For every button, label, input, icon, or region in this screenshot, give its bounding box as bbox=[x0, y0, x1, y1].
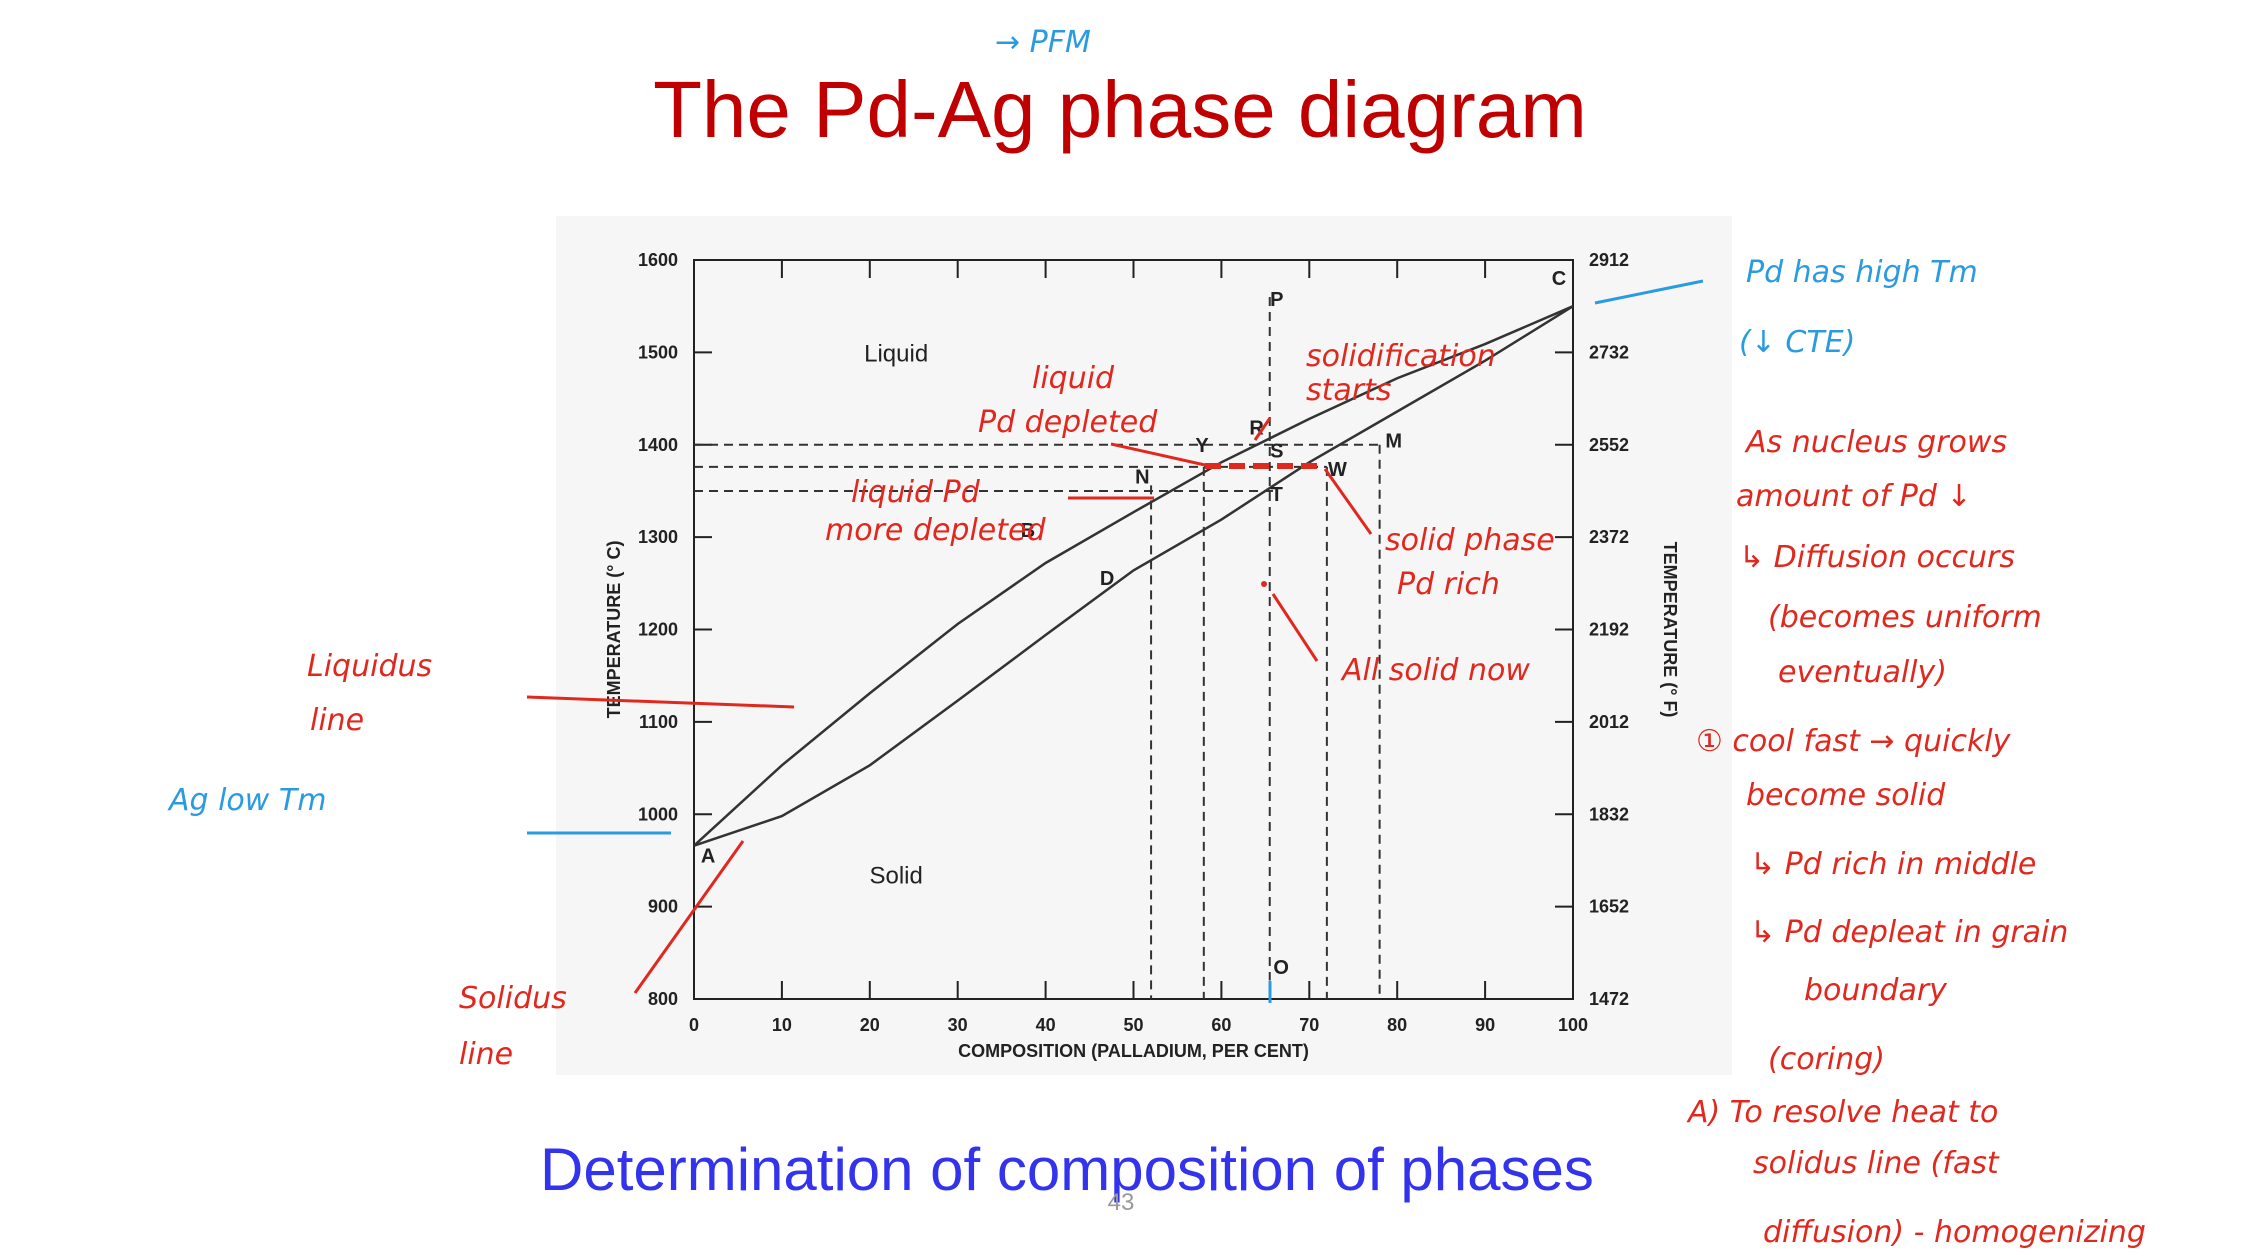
annotation-strokes bbox=[526, 279, 1704, 1003]
point-label: A bbox=[701, 845, 715, 867]
point-label: W bbox=[1328, 459, 1347, 481]
annotation: eventually) bbox=[1778, 655, 1947, 690]
x-tick-label: 0 bbox=[689, 1015, 699, 1035]
annotation: ↳ Pd depleat in grain bbox=[1750, 915, 2068, 950]
annotation: liquid bbox=[1032, 361, 1115, 396]
point-label: B bbox=[1021, 520, 1035, 542]
pointer-line bbox=[1323, 468, 1373, 535]
pointer-line bbox=[526, 695, 795, 709]
annotation: Pd depleted bbox=[978, 405, 1158, 440]
x-tick-label: 20 bbox=[860, 1015, 880, 1035]
y-tick-label: 1200 bbox=[638, 620, 678, 640]
region-label: Liquid bbox=[864, 341, 928, 368]
x-tick-label: 90 bbox=[1475, 1015, 1495, 1035]
x-tick-label: 40 bbox=[1036, 1015, 1056, 1035]
annotation: (↓ CTE) bbox=[1739, 325, 1855, 360]
page-number: 43 bbox=[1108, 1189, 1135, 1216]
annotation: Solidus bbox=[459, 981, 567, 1016]
point-label: S bbox=[1270, 441, 1283, 463]
annotation: As nucleus grows bbox=[1744, 425, 2007, 460]
annotation: diffusion) - homogenizing bbox=[1763, 1215, 2146, 1250]
y2-tick-label: 2732 bbox=[1589, 342, 1629, 362]
x-axis-title: COMPOSITION (PALLADIUM, PER CENT) bbox=[958, 1041, 1309, 1061]
x-tick-label: 80 bbox=[1387, 1015, 1407, 1035]
annotation: ① cool fast → quickly bbox=[1696, 724, 2012, 759]
annotation: All solid now bbox=[1340, 653, 1530, 688]
y2-tick-label: 1472 bbox=[1589, 989, 1629, 1009]
y-tick-label: 1000 bbox=[638, 804, 678, 824]
y-tick-label: 1300 bbox=[638, 527, 678, 547]
diagram-background bbox=[556, 216, 1732, 1075]
annotation: line bbox=[459, 1037, 513, 1072]
annotation: (becomes uniform bbox=[1768, 600, 2042, 635]
point-label: C bbox=[1552, 268, 1566, 290]
annotation: → PFM bbox=[995, 25, 1091, 60]
annotation: solid phase bbox=[1385, 523, 1555, 558]
y-tick-label: 1500 bbox=[638, 342, 678, 362]
pointer-line bbox=[1594, 279, 1704, 305]
annotation: boundary bbox=[1804, 973, 1948, 1008]
point-label: T bbox=[1271, 484, 1283, 506]
x-tick-label: 70 bbox=[1299, 1015, 1319, 1035]
y2-tick-label: 2192 bbox=[1589, 620, 1629, 640]
annotation: liquid Pd bbox=[851, 475, 981, 510]
annotation: (coring) bbox=[1768, 1042, 1885, 1077]
phase-boundary bbox=[693, 305, 1574, 847]
point-label: Y bbox=[1195, 435, 1209, 457]
annotation: ↳ Pd rich in middle bbox=[1750, 847, 2036, 882]
x-tick-label: 30 bbox=[948, 1015, 968, 1035]
y2-axis-title: TEMPERATURE (° F) bbox=[1660, 542, 1680, 718]
title: The Pd-Ag phase diagram bbox=[653, 65, 1587, 154]
x-tick-label: 100 bbox=[1558, 1015, 1588, 1035]
phase-boundary bbox=[693, 305, 1574, 847]
y-axis-title: TEMPERATURE (° C) bbox=[604, 541, 624, 719]
y-tick-label: 900 bbox=[648, 897, 678, 917]
pointer-line bbox=[1110, 442, 1206, 467]
y2-tick-label: 2912 bbox=[1589, 250, 1629, 270]
annotation: Pd rich bbox=[1397, 567, 1500, 602]
annotation: A) To resolve heat to bbox=[1686, 1095, 1998, 1130]
y2-tick-label: 1652 bbox=[1589, 897, 1629, 917]
y2-tick-label: 2372 bbox=[1589, 527, 1629, 547]
point-label: P bbox=[1270, 289, 1283, 311]
annotation: more depleted bbox=[825, 513, 1046, 548]
dot bbox=[1261, 581, 1267, 587]
y2-tick-label: 2552 bbox=[1589, 435, 1629, 455]
point-label: N bbox=[1135, 467, 1149, 489]
y-tick-label: 1100 bbox=[639, 712, 678, 732]
x-tick-label: 10 bbox=[772, 1015, 792, 1035]
pointer-line bbox=[1253, 417, 1272, 441]
y-tick-label: 1600 bbox=[638, 250, 678, 270]
y2-tick-label: 2012 bbox=[1589, 712, 1629, 732]
annotation: solidification bbox=[1306, 339, 1496, 374]
y-tick-label: 1400 bbox=[638, 435, 678, 455]
annotations: → PFM liquid Pd depleted solidification … bbox=[167, 25, 2146, 1250]
x-tick-label: 50 bbox=[1123, 1015, 1143, 1035]
subtitle: Determination of composition of phases bbox=[540, 1136, 1594, 1203]
pointer-line bbox=[1271, 593, 1319, 662]
annotation: solidus line (fast bbox=[1753, 1146, 2000, 1181]
annotation: Ag low Tm bbox=[167, 783, 326, 818]
annotation: ↳ Diffusion occurs bbox=[1739, 540, 2015, 575]
annotation: starts bbox=[1306, 373, 1392, 408]
point-label: O bbox=[1273, 957, 1289, 979]
y2-tick-label: 1832 bbox=[1589, 804, 1629, 824]
annotation: line bbox=[310, 703, 364, 738]
annotation: Pd has high Tm bbox=[1746, 255, 1978, 290]
annotation: amount of Pd ↓ bbox=[1736, 479, 1972, 514]
x-tick-label: 60 bbox=[1211, 1015, 1231, 1035]
point-label: M bbox=[1385, 431, 1402, 453]
y-tick-label: 800 bbox=[648, 989, 678, 1009]
annotation: become solid bbox=[1746, 778, 1946, 813]
pointer-line bbox=[633, 840, 745, 994]
region-label: Solid bbox=[869, 863, 922, 890]
annotation: Liquidus bbox=[307, 649, 432, 684]
point-label: D bbox=[1100, 568, 1114, 590]
